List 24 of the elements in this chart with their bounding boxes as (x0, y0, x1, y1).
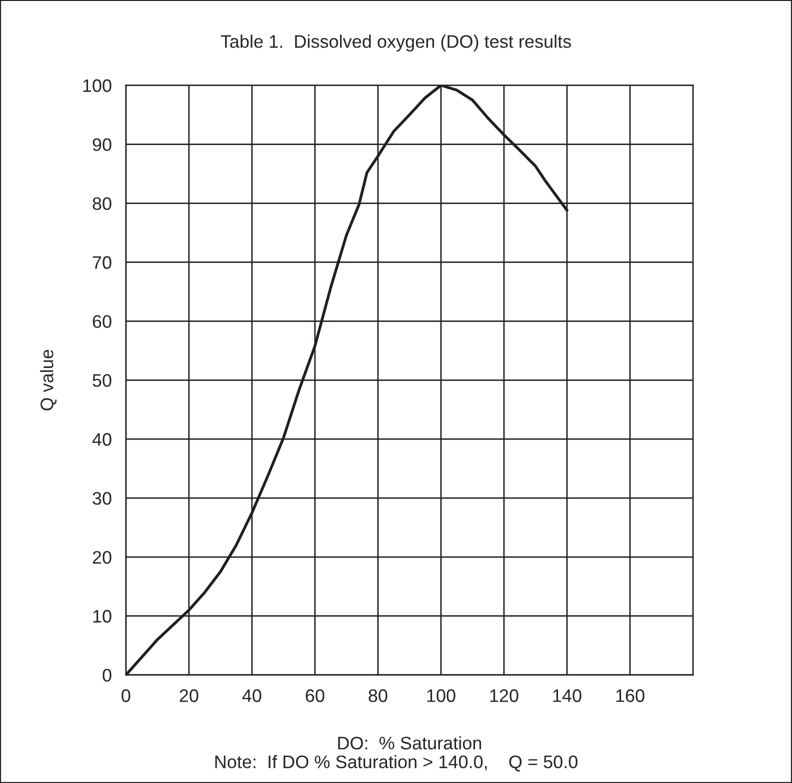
x-tick-label: 80 (368, 689, 388, 702)
x-tick-label: 140 (553, 689, 582, 702)
x-tick-label: 20 (180, 689, 198, 702)
y-tick-label: 60 (92, 315, 112, 328)
x-tick-label: 160 (616, 689, 644, 702)
x-tick-label: 0 (122, 689, 130, 702)
x-tick-label: 40 (242, 689, 262, 702)
y-tick-label: 100 (83, 79, 112, 92)
text: Note: If DO % Saturation > 140.0, Q = 50.0 (215, 755, 578, 772)
x-tick-label: 60 (306, 689, 324, 702)
y-tick-label: 90 (92, 138, 112, 152)
y-axis-title: Q value (40, 350, 57, 410)
y-tick-label: 30 (92, 492, 112, 505)
y-tick-label: 40 (92, 433, 112, 446)
x-tick-label: 120 (490, 689, 518, 702)
y-tick-label: 70 (92, 256, 112, 269)
y-tick-label: 0 (102, 668, 112, 682)
y-tick-label: 20 (92, 550, 112, 564)
y-tick-label: 10 (93, 610, 112, 623)
y-tick-label: 50 (92, 374, 112, 387)
y-tick-label: 80 (92, 197, 112, 210)
chart-title: Table 1. Dissolved oxygen (DO) test results (220, 34, 571, 52)
x-axis-title: DO: % Saturation (338, 736, 482, 750)
x-tick-label: 100 (427, 689, 456, 702)
